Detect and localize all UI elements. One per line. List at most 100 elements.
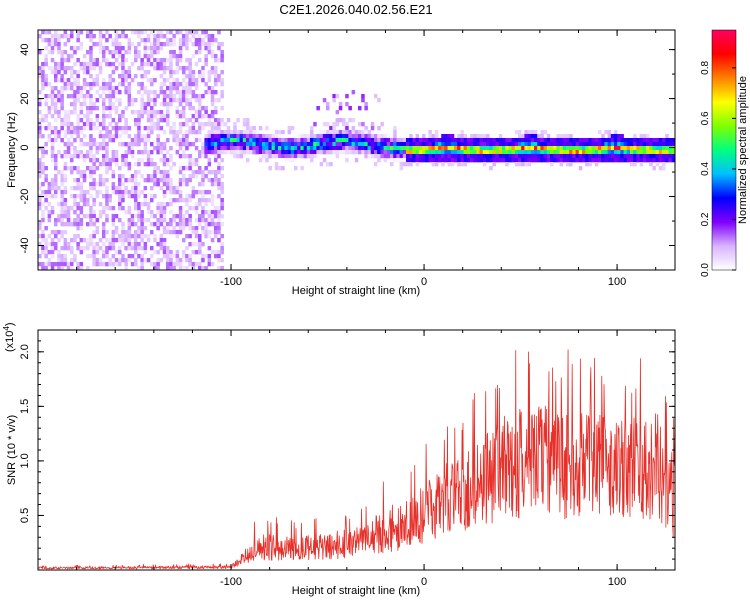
spectrogram-cell [76, 126, 80, 131]
spectrogram-cell [178, 98, 183, 103]
spectrogram-cell [204, 90, 208, 95]
spectrogram-cell [134, 54, 138, 59]
spectrogram-cell [82, 154, 87, 159]
spectrogram-cell [217, 118, 221, 123]
spectrogram-cell [326, 138, 330, 143]
spectrogram-cell [98, 146, 103, 151]
spectrogram-cell [44, 74, 48, 79]
spectrogram-cell [70, 238, 74, 243]
spectrogram-cell [207, 210, 212, 215]
spectrogram-cell [105, 170, 109, 175]
spectrogram-cell [57, 170, 61, 175]
spectrogram-cell [146, 46, 151, 51]
spectrogram-cell [156, 30, 160, 35]
spectrogram-cell [508, 154, 512, 159]
spectrogram-cell [156, 226, 160, 231]
spectrogram-cell [60, 258, 64, 263]
spectrogram-cell [175, 78, 180, 83]
spectrogram-cell [44, 254, 48, 259]
spectrogram-cell [447, 142, 452, 147]
spectrogram-cell [278, 134, 282, 139]
spectrogram-cell [169, 186, 173, 191]
spectrogram-cell [214, 138, 218, 143]
spectrogram-cell [546, 142, 551, 147]
spectrogram-cell [70, 250, 74, 255]
spectrogram-cell [178, 66, 183, 71]
spectrogram-cell [156, 170, 160, 175]
snr-y-ticks: 0.51.01.52.0 [19, 340, 675, 571]
spectrogram-cell [50, 98, 55, 103]
spectrogram-cell [358, 122, 362, 127]
spectrogram-cell [114, 230, 119, 235]
spectrogram-cell [268, 146, 272, 151]
spectrogram-cell [118, 174, 122, 179]
spectrogram-cell [204, 218, 208, 223]
spectrogram-cell [70, 54, 74, 59]
spectrogram-cell [450, 138, 455, 143]
spectrogram-cell [92, 234, 96, 239]
spectrogram-cell [82, 142, 87, 147]
spectrogram-cell [194, 158, 199, 163]
spectrogram-cell [76, 30, 80, 35]
spectrogram-cell [38, 166, 42, 171]
spectrogram-cell [367, 130, 372, 135]
spectrogram-cell [658, 138, 663, 143]
spectrogram-cell [566, 150, 570, 155]
spectrogram-cell [527, 130, 532, 135]
spectrogram-cell [159, 238, 164, 243]
spectrogram-cell [41, 246, 45, 251]
spectrogram-cell [217, 126, 221, 131]
spectrogram-cell [204, 142, 208, 147]
spectrogram-cell [294, 138, 298, 143]
spectrogram-cell [505, 146, 509, 151]
spectrogram-cell [70, 206, 74, 211]
spectrogram-cell [300, 154, 304, 159]
spectrogram-cell [425, 154, 429, 159]
spectrogram-cell [44, 118, 48, 123]
spectrogram-cell [201, 174, 205, 179]
spectrogram-cell [76, 134, 80, 139]
spectrogram-cell [92, 102, 96, 107]
spectrogram-cell [79, 186, 84, 191]
spectrogram-cell [182, 34, 186, 39]
spectrogram-cell [44, 262, 48, 267]
spectrogram-cell [220, 214, 224, 219]
spectrogram-cell [191, 206, 196, 211]
spectrogram-cell [207, 86, 212, 91]
spectrogram-cell [194, 226, 199, 231]
spectrogram-cell [406, 154, 410, 159]
spectrogram-cell [153, 250, 157, 255]
spectrogram-cell [89, 186, 93, 191]
spectrogram-cell [175, 82, 180, 87]
spectrogram-cell [137, 170, 141, 175]
spectrogram-cell [198, 110, 202, 115]
spectrogram-cell [60, 138, 64, 143]
spectrogram-cell [498, 142, 503, 147]
spectrogram-cell [380, 150, 384, 155]
spectrogram-cell [79, 126, 84, 131]
spectrogram-cell [306, 138, 311, 143]
spectrogram-cell [79, 94, 84, 99]
spectrogram-cell [290, 146, 295, 151]
spectrogram-cell [102, 250, 106, 255]
spectrogram-cell [655, 146, 660, 151]
spectrogram-cell [626, 142, 631, 147]
spectrogram-cell [140, 114, 144, 119]
spectrogram-cell [214, 174, 218, 179]
spectrogram-cell [306, 150, 311, 155]
spectrogram-cell [242, 122, 247, 127]
spectrogram-cell [188, 218, 192, 223]
spectrogram-cell [44, 246, 48, 251]
spectrogram-cell [153, 122, 157, 127]
spectrogram-cell [239, 150, 244, 155]
spectrogram-cell [310, 154, 314, 159]
spectrogram-cell [201, 170, 205, 175]
spectrogram-cell [156, 266, 160, 270]
spectrogram-cell [98, 134, 103, 139]
spectrogram-cell [38, 118, 42, 123]
spectrogram-cell [121, 198, 125, 203]
spectrogram-cell [329, 146, 333, 151]
spectrogram-cell [153, 214, 157, 219]
spectrogram-cell [130, 194, 135, 199]
spectrogram-cell [335, 118, 340, 123]
